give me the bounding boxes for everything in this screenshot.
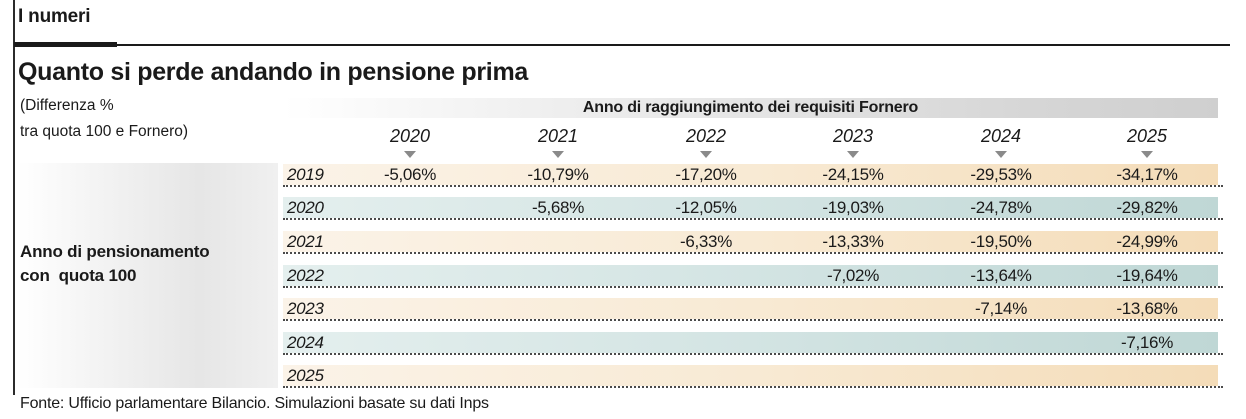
row-header-label: Anno di pensionamento con quota 100: [20, 240, 210, 288]
column-arrow-icon: [404, 151, 416, 158]
table-cell: -24,78%: [970, 198, 1032, 217]
section-underline: [14, 42, 117, 47]
column-header-label: Anno di raggiungimento dei requisiti For…: [582, 99, 919, 116]
table-cell: -7,14%: [974, 299, 1028, 318]
section-label: I numeri: [18, 6, 91, 27]
column-arrow-icon: [847, 151, 859, 158]
row-year-label: 2023: [287, 299, 324, 318]
row-year-label: 2020: [287, 198, 324, 217]
table-cell: -5,68%: [531, 198, 585, 217]
column-header-2021: 2021: [537, 126, 579, 146]
column-arrow-icon: [700, 151, 712, 158]
table-cell: -19,64%: [1116, 266, 1178, 285]
table-row: [283, 265, 1218, 286]
table-cell: -10,79%: [527, 165, 589, 184]
row-year-label: 2025: [287, 366, 324, 385]
table-cell: -13,68%: [1116, 299, 1178, 318]
row-divider: [283, 386, 1223, 388]
frame-left-rule: [13, 0, 15, 395]
table-cell: -34,17%: [1116, 165, 1178, 184]
column-arrow-icon: [1141, 151, 1153, 158]
table-cell: -12,05%: [675, 198, 737, 217]
table-row: [283, 164, 1218, 185]
table-row: [283, 231, 1218, 252]
table-cell: -17,20%: [675, 165, 737, 184]
row-year-label: 2022: [287, 266, 324, 285]
column-header-2022: 2022: [685, 126, 727, 146]
table-row: [283, 298, 1218, 319]
column-header-2023: 2023: [832, 126, 874, 146]
row-divider: [283, 319, 1223, 321]
table-cell: -29,53%: [970, 165, 1032, 184]
table-cell: -29,82%: [1116, 198, 1178, 217]
column-header-2025: 2025: [1126, 126, 1168, 146]
column-arrow-icon: [995, 151, 1007, 158]
chart-subtitle-line-2: tra quota 100 e Fornero): [20, 123, 189, 140]
row-divider: [283, 286, 1223, 288]
row-divider: [283, 252, 1223, 254]
row-header-line-2: con quota 100: [20, 266, 137, 285]
table-cell: -6,33%: [679, 232, 733, 251]
row-header-line-1: Anno di pensionamento: [20, 242, 210, 261]
column-arrow-icon: [552, 151, 564, 158]
chart-subtitle-line-1: (Differenza %: [20, 97, 114, 114]
table-cell: -5,06%: [383, 165, 437, 184]
table-cell: -7,16%: [1120, 333, 1174, 352]
table-cell: -13,64%: [970, 266, 1032, 285]
table-cell: -13,33%: [822, 232, 884, 251]
table-row: [283, 332, 1218, 353]
row-year-label: 2021: [287, 232, 324, 251]
table-row: [283, 365, 1218, 386]
table-cell: -24,99%: [1116, 232, 1178, 251]
row-year-label: 2024: [287, 333, 324, 352]
row-header-panel: [17, 163, 278, 388]
column-header-2024: 2024: [980, 126, 1022, 146]
chart-title: Quanto si perde andando in pensione prim…: [18, 58, 528, 86]
column-header-band: [283, 98, 1218, 118]
table-cell: -24,15%: [822, 165, 884, 184]
table-cell: -7,02%: [826, 266, 880, 285]
table-cell: -19,50%: [970, 232, 1032, 251]
column-header-2020: 2020: [389, 126, 431, 146]
row-divider: [283, 218, 1223, 220]
row-divider: [283, 353, 1223, 355]
table-cell: -19,03%: [822, 198, 884, 217]
source-note: Fonte: Ufficio parlamentare Bilancio. Si…: [20, 395, 489, 412]
section-rule: [14, 44, 1230, 46]
chart-subtitle: (Differenza % tra quota 100 e Fornero): [20, 93, 280, 145]
table-row: [283, 197, 1218, 218]
row-year-label: 2019: [287, 165, 324, 184]
row-divider: [283, 185, 1223, 187]
